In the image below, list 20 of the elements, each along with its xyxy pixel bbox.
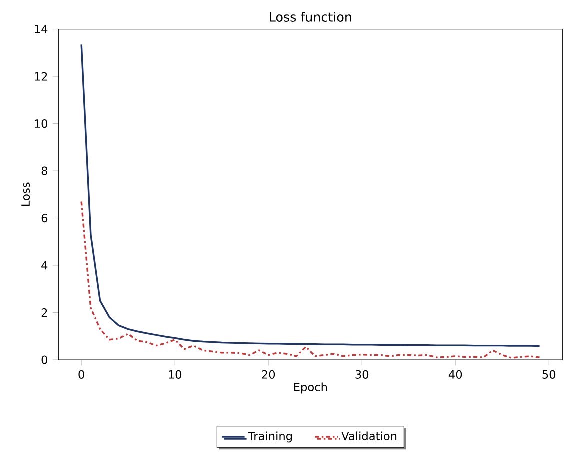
legend-label: Validation bbox=[342, 432, 397, 440]
x-tick-label: 10 bbox=[169, 370, 182, 379]
y-tick-label: 2 bbox=[42, 308, 48, 317]
x-tick-label: 20 bbox=[262, 370, 276, 379]
y-tick-label: 0 bbox=[42, 356, 48, 364]
chart-title: Loss function bbox=[270, 12, 352, 22]
y-tick-label: 12 bbox=[35, 72, 48, 81]
x-tick-label: 40 bbox=[448, 370, 462, 379]
x-axis-title: Epoch bbox=[294, 382, 328, 394]
y-tick-label: 6 bbox=[42, 214, 48, 223]
y-axis-title: Loss bbox=[22, 182, 30, 206]
x-tick-label: 50 bbox=[542, 370, 556, 379]
y-tick-label: 4 bbox=[42, 261, 48, 270]
line-series bbox=[80, 200, 541, 359]
x-tick-label: 30 bbox=[356, 370, 369, 379]
x-tick-label: 0 bbox=[78, 370, 84, 379]
y-tick-label: 14 bbox=[35, 25, 48, 34]
y-tick-label: 10 bbox=[35, 120, 48, 128]
y-tick-label: 8 bbox=[42, 166, 48, 176]
legend-label: Training bbox=[248, 432, 292, 443]
